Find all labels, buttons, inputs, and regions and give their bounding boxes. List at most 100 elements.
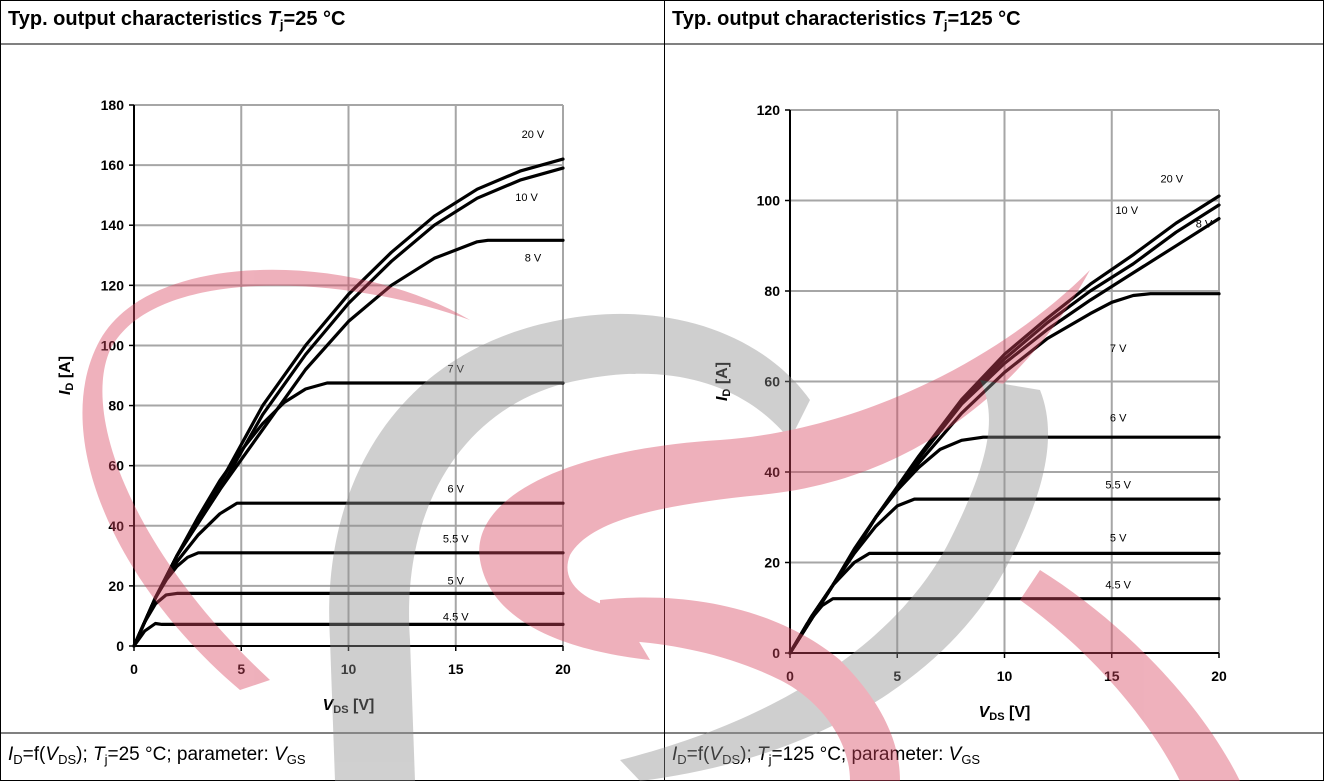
y-tick-label: 140 [101,217,125,233]
y-tick-label: 120 [757,102,781,118]
output-chart-125c: 0 20 40 60 80 100 120 0 5 10 15 20 VDS [V] ID [A] 4.5 … [714,102,1227,723]
y-tick-label: 100 [757,193,781,209]
caption-v-sub: DS [58,752,77,767]
title-sub: j [943,17,948,32]
series-label: 7 V [447,363,464,375]
tick-labels: 0 20 40 60 80 100 120 140 160 180 0 5 10 15 20 [101,97,571,677]
x-tick-label: 5 [893,668,901,684]
y-tick-label: 0 [116,638,124,654]
x-tick-label: 10 [997,668,1013,684]
y-tick-label: 60 [108,458,124,474]
x-axis-title: VDS [V] [323,697,375,716]
x-axis-sub: DS [333,704,348,716]
y-tick-label: 60 [764,374,780,390]
y-tick-label: 180 [101,97,125,113]
caption-text: =25 °C; parameter: [107,744,275,765]
caption-g-sub: GS [286,752,306,767]
caption-t-sub: j [768,752,772,767]
y-tick-label: 120 [101,277,125,293]
x-axis-unit: [V] [349,697,375,714]
y-axis-var: I [57,390,74,395]
title-text: Typ. output characteristics [672,8,932,30]
caption-t: T [757,744,769,765]
caption-text: =125 °C; parameter: [771,744,949,765]
series-label: 20 V [1160,173,1183,185]
y-axis-sub: D [721,389,733,397]
x-axis-var: V [323,697,335,714]
title-text: Typ. output characteristics [8,8,268,30]
series-label: 7 V [1110,343,1127,355]
y-axis-title: ID [A] [57,356,76,395]
series-label: 6 V [1110,412,1127,424]
x-tick-label: 5 [237,661,245,677]
series-line-20V [788,194,1221,655]
y-axis-sub: D [64,383,76,391]
caption-text: =f( [22,744,46,765]
caption-text: =f( [686,744,710,765]
y-tick-label: 80 [764,283,780,299]
gridlines [133,104,564,647]
series-label: 5 V [447,575,464,587]
tick-labels: 0 20 40 60 80 100 120 0 5 10 15 20 [757,102,1227,684]
panel-title-right: Typ. output characteristics Tj=125 °C [672,8,1021,31]
series-label: 10 V [515,192,538,204]
series-label: 10 V [1115,205,1138,217]
x-tick-label: 15 [1104,668,1120,684]
caption-t: T [93,744,105,765]
panel-caption-right: ID=f(VDS); Tj=125 °C; parameter: VGS [672,744,980,766]
series-label: 6 V [447,484,464,496]
caption-v: V [45,744,59,765]
series-label: 4.5 V [1105,580,1131,592]
panel-caption-left: ID=f(VDS); Tj=25 °C; parameter: VGS [8,744,306,766]
y-tick-label: 80 [108,398,124,414]
title-var: T [267,8,280,30]
series-line-4_5V [132,621,565,648]
caption-v-sub: DS [722,752,741,767]
series-label: 4.5 V [443,611,469,623]
output-chart-25c: 0 20 40 60 80 100 120 140 160 180 0 5 10 15 20 VDS [V] I… [57,97,571,716]
series-label: 5.5 V [443,533,469,545]
series-label: 8 V [525,252,542,264]
caption-text: ); [740,744,758,765]
y-tick-label: 0 [772,645,780,661]
series-label: 20 V [522,129,545,141]
caption-i: I [672,744,678,765]
caption-t-sub: j [104,752,108,767]
caption-g: V [948,744,962,765]
y-tick-label: 100 [101,337,125,353]
y-tick-label: 160 [101,157,125,173]
y-axis-unit: [A] [714,362,731,389]
y-tick-label: 40 [108,518,124,534]
panel-title-left: Typ. output characteristics Tj=25 °C [8,8,345,31]
title-var: T [931,8,944,30]
x-tick-label: 20 [555,661,571,677]
series-label: 5 V [1110,533,1127,545]
series-group: 4.5 V 5 V 5.5 V 6 V 7 V 8 V 10 V 20 V [788,173,1221,655]
caption-g-sub: GS [961,752,981,767]
series-label: 8 V [1196,219,1213,231]
caption-i-sub: D [677,752,687,767]
title-suffix: =25 °C [283,8,346,30]
gridlines [789,109,1220,654]
series-label: 5.5 V [1105,480,1131,492]
y-axis-title: ID [A] [714,362,733,401]
x-tick-label: 20 [1211,668,1227,684]
y-tick-label: 20 [764,555,780,571]
y-tick-label: 40 [764,464,780,480]
x-tick-label: 10 [341,661,357,677]
title-sub: j [279,17,284,32]
y-tick-label: 20 [108,578,124,594]
x-tick-label: 0 [130,661,138,677]
x-axis-unit: [V] [1005,704,1031,721]
x-axis-title: VDS [V] [979,704,1031,723]
caption-i: I [8,744,14,765]
x-tick-label: 0 [786,668,794,684]
caption-i-sub: D [13,752,23,767]
x-axis-sub: DS [989,711,1004,723]
x-axis-var: V [979,704,991,721]
caption-g: V [274,744,287,765]
y-axis-unit: [A] [57,356,74,383]
y-axis-var: I [714,396,731,401]
series-group: 4.5 V 5 V 5.5 V 6 V 7 V 8 V 10 V 20 V [132,129,565,648]
